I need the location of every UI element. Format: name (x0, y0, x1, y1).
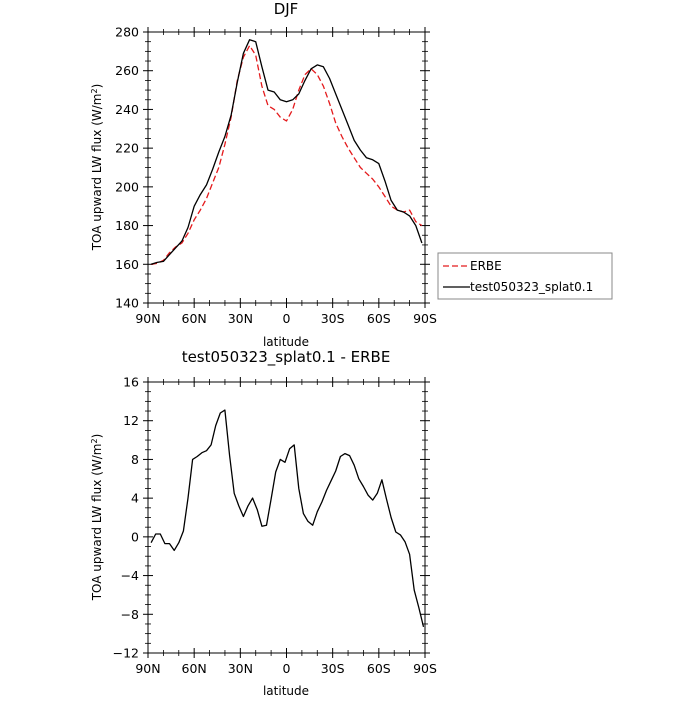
bottom-x-axis-label: latitude (263, 684, 309, 698)
bottom-series-lines (150, 409, 425, 628)
top-y-tick-label: 160 (115, 257, 139, 272)
legend-label-test050323-splat0.1: test050323_splat0.1 (470, 280, 593, 294)
top-y-tick-label: 280 (115, 25, 139, 40)
legend-label-erbe: ERBE (470, 259, 502, 273)
top-chart-title: DJF (274, 0, 299, 18)
top-y-tick-label: 200 (115, 179, 139, 194)
top-y-tick-labels: 140 160 180 200 220 240 260 280 (115, 25, 139, 311)
top-series-line-erbe (150, 44, 423, 265)
bottom-y-tick-label: −12 (113, 646, 139, 661)
bottom-y-tick-label: 8 (131, 452, 139, 467)
bottom-x-tick-label: 60N (182, 661, 207, 676)
top-x-tick-label: 30N (228, 311, 253, 326)
legend-box (437, 252, 613, 300)
bottom-y-tick-label: −8 (121, 607, 139, 622)
bottom-x-tick-labels: 90N 60N 30N 0 30S 60S 90S (135, 661, 437, 676)
top-x-axis-label: latitude (263, 335, 309, 349)
top-plot-frame (147, 31, 426, 304)
bottom-x-tick-label: 60S (367, 661, 391, 676)
top-y-tick-label: 140 (115, 296, 139, 311)
bottom-chart-title: test050323_splat0.1 - ERBE (182, 348, 391, 367)
bottom-y-tick-label: −4 (121, 568, 139, 583)
bottom-panel: test050323_splat0.1 - ERBE latitude TOA … (90, 348, 437, 698)
top-y-tick-label: 220 (115, 141, 139, 156)
bottom-plot-frame (147, 381, 426, 654)
top-y-tick-label: 260 (115, 63, 139, 78)
bottom-x-tick-label: 0 (283, 661, 291, 676)
bottom-y-tick-label: 4 (131, 491, 139, 506)
bottom-y-axis-label: TOA upward LW flux (W/m2) (90, 434, 104, 602)
top-x-tick-labels: 90N 60N 30N 0 30S 60S 90S (135, 311, 437, 326)
top-x-tick-label: 60S (367, 311, 391, 326)
bottom-y-tick-labels: −12 −8 −4 0 4 8 12 16 (113, 375, 139, 661)
bottom-x-tick-label: 30N (228, 661, 253, 676)
bottom-x-tick-label: 90N (135, 661, 160, 676)
bottom-x-tick-label: 90S (413, 661, 437, 676)
top-x-tick-label: 90S (413, 311, 437, 326)
bottom-series-line-difference (150, 409, 425, 628)
top-x-tick-label: 60N (182, 311, 207, 326)
top-legend: ERBE test050323_splat0.1 (437, 252, 613, 300)
top-x-tick-label: 0 (283, 311, 291, 326)
top-panel: DJF latitude TOA upward LW flux (W/m2) 1… (90, 0, 613, 349)
top-y-axis-label: TOA upward LW flux (W/m2) (90, 84, 104, 252)
top-x-tick-label: 90N (135, 311, 160, 326)
top-y-tick-label: 180 (115, 218, 139, 233)
top-y-tick-label: 240 (115, 102, 139, 117)
bottom-y-tick-label: 12 (123, 413, 139, 428)
bottom-y-tick-label: 16 (123, 375, 139, 390)
bottom-y-tick-label: 0 (131, 529, 139, 544)
top-series-line-test050323-splat0.1 (150, 39, 423, 265)
top-x-tick-label: 30S (321, 311, 345, 326)
bottom-x-tick-label: 30S (321, 661, 345, 676)
top-series-lines (150, 39, 423, 265)
